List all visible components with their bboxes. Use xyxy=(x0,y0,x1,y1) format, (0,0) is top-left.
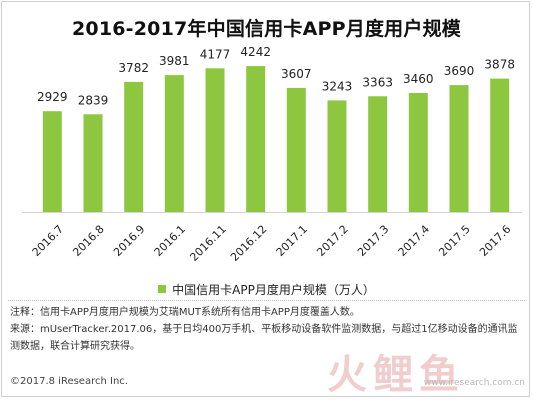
divider xyxy=(8,300,525,301)
value-label-2017.1: 3607 xyxy=(281,67,312,81)
tick-label-2016.12: 2016.12 xyxy=(228,223,269,264)
source-note: 来源：mUserTracker.2017.06，基于日均400万手机、平板移动设… xyxy=(10,324,518,352)
watermark-logo: 火鲤鱼 xyxy=(327,352,465,398)
tick-label-2017.4: 2017.4 xyxy=(396,223,432,259)
footnote: 注释：信用卡APP月度用户规模为艾瑞MUT系统所有信用卡APP月度覆盖人数。 xyxy=(10,307,360,318)
bar-2017.1 xyxy=(286,87,306,212)
bar-2017.4 xyxy=(408,93,428,212)
value-label-2016.12: 4242 xyxy=(240,45,271,59)
tick-label-2016.11: 2016.11 xyxy=(187,223,228,264)
value-label-2017.5: 3690 xyxy=(444,64,475,78)
tick-label-2017.3: 2017.3 xyxy=(355,223,391,259)
value-label-2017.4: 3460 xyxy=(403,72,434,86)
bar-2016.9 xyxy=(124,81,144,213)
tick-label-2017.1: 2017.1 xyxy=(274,223,310,259)
tick-label-2017.2: 2017.2 xyxy=(314,223,350,259)
tick-labels-group: 2016.7 2016.8 2016.9 2016.1 2016.11 2016.12 20… xyxy=(30,223,514,264)
tick-label-2016.1: 2016.1 xyxy=(152,223,188,259)
bar-2017.2 xyxy=(327,100,347,212)
tick-label-2016.7: 2016.7 xyxy=(30,223,66,259)
value-label-2017.6: 3878 xyxy=(484,58,515,72)
value-label-2017.2: 3243 xyxy=(322,79,353,93)
bar-chart: 2929 2839 3782 3981 4177 4242 3607 3243 3363 3460… xyxy=(22,45,522,264)
bar-2016.1 xyxy=(164,75,184,212)
value-label-2017.3: 3363 xyxy=(362,75,393,89)
chart-title: 2016-2017年中国信用卡APP月度用户规模 xyxy=(71,18,461,40)
value-label-2016.1: 3981 xyxy=(159,54,190,68)
legend-swatch xyxy=(158,285,167,293)
tick-label-2016.9: 2016.9 xyxy=(111,223,147,259)
watermark-url: www.iresearch.com.cn xyxy=(423,378,525,388)
bar-2016.12 xyxy=(246,66,266,212)
value-label-2016.9: 3782 xyxy=(118,61,149,75)
tick-label-2016.8: 2016.8 xyxy=(70,223,106,259)
value-label-2016.7: 2929 xyxy=(37,90,68,104)
copyright: ©2017.8 iResearch Inc. xyxy=(10,376,128,387)
bar-2017.5 xyxy=(449,85,469,212)
value-label-2016.8: 2839 xyxy=(78,93,109,107)
legend: 中国信用卡APP月度用户规模（万人） xyxy=(0,281,533,298)
value-label-2016.11: 4177 xyxy=(200,47,231,61)
bar-2016.11 xyxy=(205,68,225,212)
tick-label-2017.5: 2017.5 xyxy=(436,223,472,259)
value-labels-group: 2929 2839 3782 3981 4177 4242 3607 3243 3363 3460… xyxy=(37,45,515,107)
bar-2017.6 xyxy=(490,78,510,212)
bars-group xyxy=(42,66,510,213)
bar-2016.7 xyxy=(42,111,62,212)
watermark: 火鲤鱼 www.iresearch.com.cn xyxy=(327,342,527,398)
bar-2017.3 xyxy=(368,96,388,212)
bar-2016.8 xyxy=(83,114,103,212)
tick-label-2017.6: 2017.6 xyxy=(477,223,513,259)
legend-label: 中国信用卡APP月度用户规模（万人） xyxy=(172,283,375,297)
